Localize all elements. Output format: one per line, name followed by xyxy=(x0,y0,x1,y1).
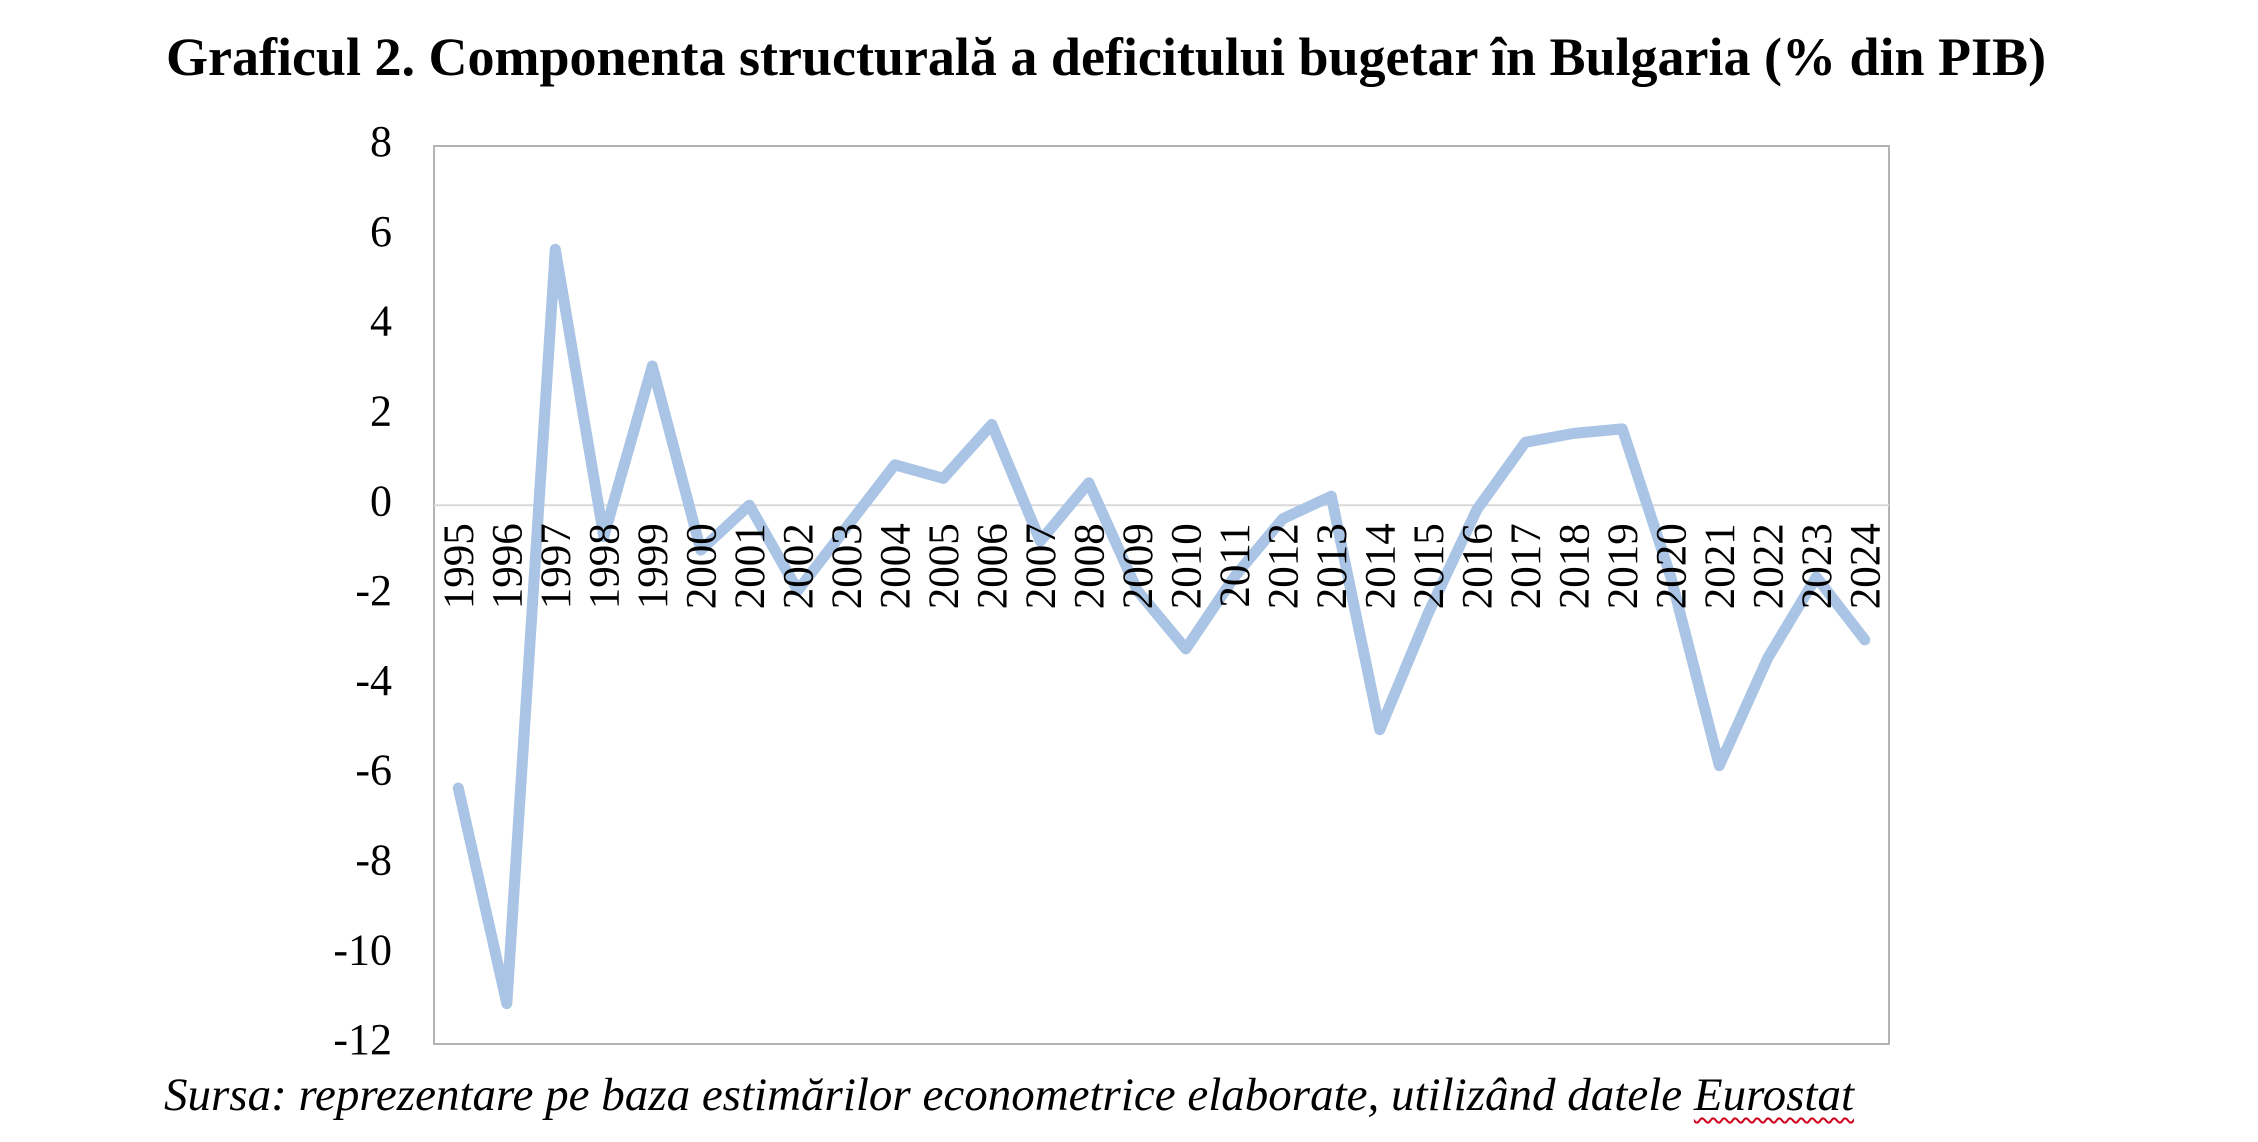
data-point xyxy=(651,365,653,367)
y-tick-label: 0 xyxy=(370,476,392,525)
data-point xyxy=(845,527,847,529)
y-tick-label: -10 xyxy=(333,925,392,974)
data-point xyxy=(1427,612,1429,614)
data-point xyxy=(700,549,702,551)
x-tick-label: 2004 xyxy=(873,523,920,609)
y-tick-label: -4 xyxy=(355,656,392,705)
y-tick-label: -2 xyxy=(355,566,392,615)
data-point xyxy=(1379,729,1381,731)
x-tick-label: 2007 xyxy=(1018,523,1065,609)
data-point xyxy=(991,423,993,425)
x-tick-label: 2015 xyxy=(1406,523,1453,609)
y-tick-label: 6 xyxy=(370,207,392,256)
x-tick-label: 2006 xyxy=(970,523,1017,609)
data-point xyxy=(748,504,750,506)
x-tick-label: 2014 xyxy=(1358,523,1405,609)
y-tick-label: 4 xyxy=(370,297,392,346)
data-point xyxy=(603,536,605,538)
x-tick-label: 2010 xyxy=(1164,523,1211,609)
x-tick-label: 2023 xyxy=(1794,523,1841,609)
x-tick-label: 2011 xyxy=(1212,523,1259,607)
data-point xyxy=(1864,639,1866,641)
data-point xyxy=(1330,495,1332,497)
x-tick-label: 2019 xyxy=(1600,523,1647,609)
data-point xyxy=(1039,540,1041,542)
x-tick-label: 1997 xyxy=(533,523,580,609)
data-point xyxy=(1282,518,1284,520)
x-axis-tick-labels: 1995 1996 1997 1998 1999 2000 2001 2002 2003 2004… xyxy=(436,523,1890,609)
x-tick-label: 1998 xyxy=(582,523,629,609)
x-tick-label: 2012 xyxy=(1261,523,1308,609)
data-point xyxy=(1476,509,1478,511)
y-tick-label: -6 xyxy=(355,746,392,795)
x-tick-label: 2016 xyxy=(1455,523,1502,609)
x-tick-label: 2002 xyxy=(776,523,823,609)
x-tick-label: 2008 xyxy=(1067,523,1114,609)
data-point xyxy=(797,590,799,592)
source-note: Sursa: reprezentare pe baza estimărilor … xyxy=(164,1068,1854,1122)
y-tick-label: 8 xyxy=(370,117,392,166)
x-tick-label: 2024 xyxy=(1843,523,1890,609)
data-point xyxy=(1136,590,1138,592)
x-tick-label: 2001 xyxy=(727,523,774,609)
y-tick-label: -12 xyxy=(333,1015,392,1064)
data-point xyxy=(894,464,896,466)
data-point xyxy=(1718,765,1720,767)
x-tick-label: 1996 xyxy=(485,523,532,609)
plot-area-border xyxy=(433,145,1890,1045)
data-point xyxy=(1524,441,1526,443)
data-point xyxy=(1088,482,1090,484)
x-tick-label: 2003 xyxy=(824,523,871,609)
data-point xyxy=(1185,648,1187,650)
data-point xyxy=(506,1003,508,1005)
chart-title: Graficul 2. Componenta structurală a def… xyxy=(166,27,2047,87)
source-eurostat: Eurostat xyxy=(1693,1069,1855,1121)
data-point xyxy=(1767,657,1769,659)
x-tick-label: 2020 xyxy=(1649,523,1696,609)
y-tick-label: -8 xyxy=(355,835,392,884)
data-point xyxy=(1670,576,1672,578)
x-tick-label: 2018 xyxy=(1552,523,1599,609)
data-point xyxy=(1815,576,1817,578)
x-tick-label: 2005 xyxy=(921,523,968,609)
series-line xyxy=(452,243,1871,1010)
x-tick-label: 2017 xyxy=(1503,523,1550,609)
x-tick-label: 2009 xyxy=(1115,523,1162,609)
data-point xyxy=(457,787,459,789)
x-tick-label: 2021 xyxy=(1697,523,1744,609)
data-point xyxy=(1621,428,1623,430)
x-tick-label: 1995 xyxy=(436,523,483,609)
source-text: Sursa: reprezentare pe baza estimărilor … xyxy=(164,1069,1694,1121)
x-tick-label: 2000 xyxy=(679,523,726,609)
x-tick-label: 1999 xyxy=(630,523,677,609)
data-point xyxy=(554,248,556,250)
data-point xyxy=(1573,432,1575,434)
data-point xyxy=(942,477,944,479)
x-tick-label: 2013 xyxy=(1309,523,1356,609)
x-tick-label: 2022 xyxy=(1746,523,1793,609)
y-axis-tick-labels: 8 6 4 2 0 -2 -4 -6 -8 -10 -12 xyxy=(333,117,392,1064)
data-point xyxy=(1233,576,1235,578)
y-tick-label: 2 xyxy=(370,386,392,435)
series-layer xyxy=(452,243,1871,1010)
